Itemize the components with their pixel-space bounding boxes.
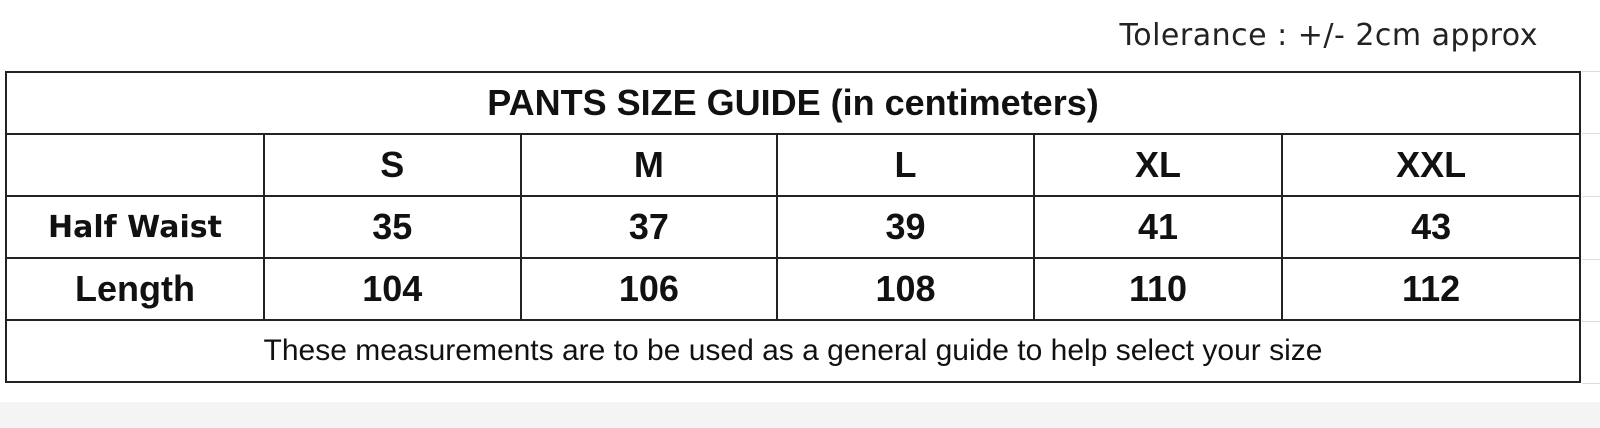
size-header: M (519, 133, 779, 197)
size-header: L (776, 133, 1035, 197)
background-band (0, 402, 1600, 428)
size-guide-table: PANTS SIZE GUIDE (in centimeters) S M L … (5, 71, 1581, 383)
table-cell: 39 (776, 195, 1035, 259)
gridline (1582, 133, 1600, 134)
empty-corner-cell (5, 133, 265, 197)
size-header: S (263, 133, 522, 197)
table-row: Length 104 106 108 110 112 (5, 257, 1581, 321)
table-cell: 41 (1032, 195, 1284, 259)
table-title: PANTS SIZE GUIDE (in centimeters) (5, 71, 1581, 135)
title-row: PANTS SIZE GUIDE (in centimeters) (5, 71, 1581, 135)
size-header: XL (1032, 133, 1284, 197)
table-cell: 104 (263, 257, 522, 321)
table-cell: 108 (776, 257, 1035, 321)
footer-row: These measurements are to be used as a g… (5, 319, 1581, 383)
gridline (1582, 321, 1600, 322)
gridline (1582, 259, 1600, 260)
tolerance-note: Tolerance : +/- 2cm approx (1119, 18, 1538, 53)
table-cell: 43 (1281, 195, 1581, 259)
size-header-row: S M L XL XXL (5, 133, 1581, 197)
table-cell: 110 (1032, 257, 1284, 321)
size-header: XXL (1281, 133, 1581, 197)
table-row: Half Waist 35 37 39 41 43 (5, 195, 1581, 259)
row-label: Half Waist (5, 195, 265, 259)
table-cell: 106 (519, 257, 779, 321)
gridline (1582, 196, 1600, 197)
gridline (1582, 383, 1600, 384)
gridline (1582, 71, 1600, 72)
table-footer-note: These measurements are to be used as a g… (5, 319, 1581, 383)
table-cell: 35 (263, 195, 522, 259)
table-cell: 112 (1281, 257, 1581, 321)
row-label: Length (5, 257, 265, 321)
table-cell: 37 (519, 195, 779, 259)
